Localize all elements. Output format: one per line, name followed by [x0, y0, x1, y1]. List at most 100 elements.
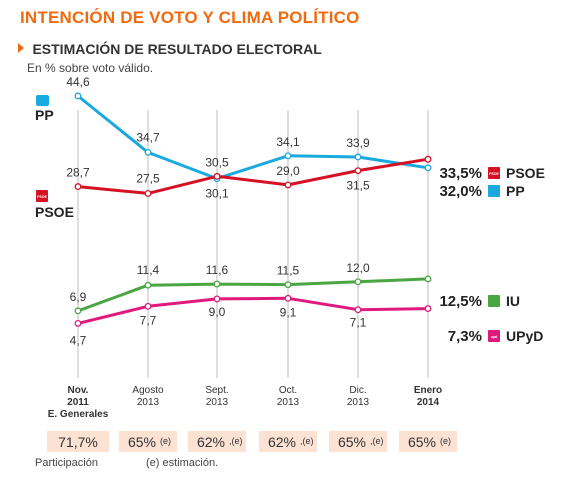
x-tick-label-1-1: 2013 — [137, 397, 160, 408]
end-value-psoe: 33,5% — [439, 165, 482, 182]
participation-value-4: 65% — [338, 434, 366, 450]
participation-box-3 — [259, 431, 317, 452]
end-value-upyd: 7,3% — [448, 328, 482, 345]
point-psoe-0 — [74, 183, 82, 191]
x-tick-label-0-1: 2011 — [67, 397, 89, 408]
x-tick-label-2-0: Sept. — [205, 385, 228, 396]
data-label-iu-2: 11,6 — [206, 263, 229, 277]
data-label-upyd-0: 4,7 — [70, 333, 87, 347]
end-value-pp: 32,0% — [439, 183, 482, 200]
pp-logo-icon — [488, 185, 500, 197]
psoe-logo-icon-start — [36, 190, 48, 202]
x-tick-label-3-1: 2013 — [277, 397, 300, 408]
data-label-pp-4: 33,9 — [346, 136, 370, 150]
series-line-upyd — [77, 296, 429, 325]
arrow-bullet-icon — [18, 42, 24, 53]
data-label-iu-4: 12,0 — [346, 261, 370, 275]
data-label-iu-3: 11,5 — [277, 264, 300, 278]
estimation-mark-2: ,(e) — [229, 436, 243, 446]
point-pp-3 — [284, 152, 292, 160]
series-line-pp — [77, 94, 429, 181]
participation-value-1: 65% — [128, 434, 156, 450]
point-upyd-5 — [424, 305, 432, 313]
data-label-pp-3: 34,1 — [276, 135, 300, 149]
point-psoe-5 — [424, 155, 432, 163]
point-pp-1 — [144, 148, 152, 156]
point-psoe-2 — [213, 172, 221, 180]
iu-logo-icon — [488, 295, 500, 307]
series-line-iu — [77, 277, 429, 313]
psoe-logo-icon-text: PSOE — [489, 172, 499, 176]
pp-logo-icon-start — [36, 95, 49, 106]
x-tick-label-4-1: 2013 — [347, 397, 370, 408]
participation-value-3: 62% — [268, 434, 296, 450]
data-label-iu-0: 6,9 — [70, 290, 87, 304]
point-upyd-0 — [74, 319, 82, 327]
point-iu-5 — [424, 275, 432, 283]
participation-value-5: 65% — [408, 434, 436, 450]
data-label-psoe-3: 29,0 — [276, 164, 300, 178]
point-iu-1 — [144, 281, 152, 289]
data-label-psoe-4: 31,5 — [346, 179, 370, 193]
start-label-pp: PP — [35, 107, 54, 123]
legend-label-upyd: UPyD — [506, 328, 543, 344]
point-upyd-1 — [144, 302, 152, 310]
data-label-psoe-0: 28,7 — [66, 166, 90, 180]
data-label-upyd-2: 9,0 — [209, 305, 226, 319]
data-label-pp-1: 34,7 — [136, 130, 160, 144]
estimation-mark-1: (e) — [160, 436, 171, 446]
data-label-pp-2: 30,1 — [205, 187, 229, 201]
participation-box-4 — [329, 431, 387, 452]
chart-title: INTENCIÓN DE VOTO Y CLIMA POLÍTICO — [20, 8, 360, 27]
point-pp-4 — [354, 153, 362, 161]
point-pp-0 — [74, 92, 82, 100]
legend-label-psoe: PSOE — [506, 165, 545, 181]
data-label-psoe-2: 30,5 — [205, 155, 229, 169]
data-label-iu-1: 11,4 — [137, 263, 160, 277]
participation-box-5 — [399, 431, 457, 452]
participation-box-1 — [119, 431, 177, 452]
data-label-upyd-4: 7,1 — [350, 316, 367, 330]
point-psoe-1 — [144, 189, 152, 197]
x-tick-label-3-0: Oct. — [279, 385, 297, 396]
x-tick-label-2-1: 2013 — [206, 397, 229, 408]
psoe-logo-icon — [488, 167, 500, 179]
point-psoe-4 — [354, 167, 362, 175]
chart-subtitle-row: ESTIMACIÓN DE RESULTADO ELECTORAL — [18, 40, 322, 58]
participation-label: Participación — [35, 457, 98, 469]
legend-label-pp: PP — [506, 183, 525, 199]
unit-note: En % sobre voto válido. — [27, 61, 154, 75]
legend-label-iu: IU — [506, 293, 520, 309]
point-iu-4 — [354, 278, 362, 286]
point-upyd-4 — [354, 306, 362, 314]
point-iu-0 — [74, 307, 82, 315]
point-psoe-3 — [284, 181, 292, 189]
point-upyd-3 — [284, 294, 292, 302]
estimation-note: (e) estimación. — [146, 457, 219, 469]
estimation-mark-5: (e) — [440, 436, 451, 446]
x-tick-label-5-0: Enero — [414, 385, 442, 396]
end-value-iu: 12,5% — [439, 293, 482, 310]
upyd-logo-icon-text: upd — [491, 335, 497, 339]
series-line-psoe — [77, 157, 429, 195]
chart-subtitle: ESTIMACIÓN DE RESULTADO ELECTORAL — [32, 40, 322, 57]
participation-value-2: 62% — [197, 434, 225, 450]
data-label-upyd-1: 7,7 — [140, 313, 157, 327]
point-pp-5 — [424, 164, 432, 172]
estimation-mark-4: ,(e) — [370, 436, 384, 446]
start-label-psoe: PSOE — [35, 204, 74, 220]
point-iu-3 — [284, 281, 292, 289]
x-tick-label-5-1: 2014 — [417, 397, 440, 408]
x-tick-label-1-0: Agosto — [132, 385, 164, 396]
data-label-upyd-3: 9,1 — [280, 305, 297, 319]
participation-box-0 — [47, 431, 109, 452]
psoe-logo-icon-start-text: PSOE — [37, 195, 47, 199]
data-label-pp-0: 44,6 — [66, 75, 90, 89]
estimation-mark-3: ,(e) — [300, 436, 314, 446]
point-upyd-2 — [213, 295, 221, 303]
x-tick-label-4-0: Dic. — [349, 385, 366, 396]
point-iu-2 — [213, 280, 221, 288]
data-label-psoe-1: 27,5 — [136, 171, 160, 185]
participation-value-0: 71,7% — [58, 434, 98, 450]
